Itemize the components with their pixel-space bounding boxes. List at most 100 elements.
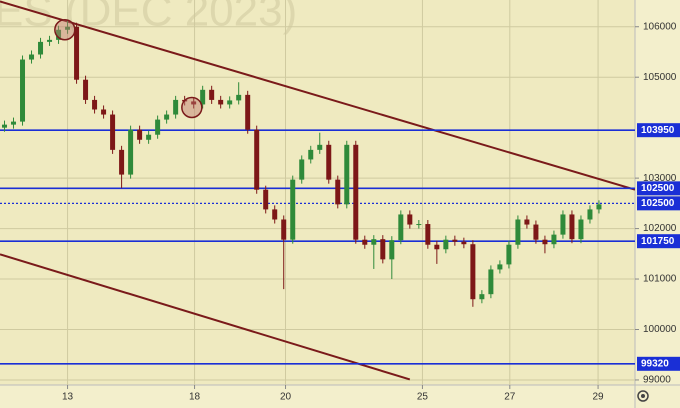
candle-body — [74, 26, 80, 80]
y-tick-label: 99000 — [643, 375, 671, 386]
candle-body — [371, 239, 377, 245]
candle-body — [497, 264, 503, 270]
candle-body — [218, 99, 224, 105]
settings-icon[interactable] — [637, 390, 649, 402]
candle-body — [542, 239, 548, 245]
candle-body — [524, 219, 530, 225]
last-price-tag — [637, 196, 680, 211]
series-layer — [0, 0, 635, 385]
candle-body — [209, 89, 215, 100]
candle-body — [560, 214, 566, 235]
x-tick-label: 20 — [280, 392, 292, 403]
candle-body — [236, 94, 242, 101]
candle-body — [398, 214, 404, 241]
candle-body — [38, 41, 44, 55]
plot-area — [0, 0, 635, 385]
x-tick-label: 29 — [593, 392, 605, 403]
candle-body — [290, 179, 296, 240]
candle-body — [245, 94, 251, 130]
settings-icon-center — [641, 394, 645, 398]
candle-body — [191, 101, 197, 105]
candle-body — [137, 129, 143, 140]
candle-body — [578, 219, 584, 240]
candle-body — [434, 244, 440, 250]
y-tick-label: 105000 — [643, 72, 677, 83]
trendline — [0, 0, 635, 191]
candle-body — [470, 244, 476, 300]
candle-body — [299, 159, 305, 180]
candle-body — [569, 214, 575, 240]
candle-body — [47, 39, 53, 42]
candle-body — [452, 239, 458, 242]
candle-body — [128, 129, 134, 175]
y-tick-label: 100000 — [643, 324, 677, 335]
candle-body — [389, 240, 395, 260]
candle-body — [164, 114, 170, 120]
axis-layer: 106000 105000 103000 102000 101000 100000 9900… — [62, 21, 680, 403]
candle-body — [227, 100, 233, 105]
level-label: 102500 — [641, 183, 675, 194]
candle-body — [425, 224, 431, 245]
level-label: 101750 — [641, 236, 675, 247]
candle-body — [317, 144, 323, 150]
candle-body — [344, 144, 350, 205]
last-price-label: 102500 — [641, 198, 675, 209]
highlight-marker — [54, 19, 76, 41]
time-axis — [0, 385, 635, 408]
level-tag — [637, 123, 680, 138]
candle-body — [173, 99, 179, 115]
candle-body — [551, 234, 557, 245]
highlight-marker — [181, 96, 203, 119]
candle-body — [20, 59, 26, 122]
candle-body — [416, 224, 422, 226]
y-tick-label: 103000 — [643, 173, 677, 184]
x-tick-label: 18 — [189, 392, 201, 403]
x-tick-label: 25 — [417, 392, 429, 403]
x-tick-label: 13 — [62, 392, 74, 403]
candle-body — [65, 26, 71, 30]
y-tick-label: 106000 — [643, 21, 677, 32]
level-label: 99320 — [641, 358, 669, 369]
candle-body — [101, 109, 107, 115]
candle-body — [479, 294, 485, 300]
candle-body — [11, 121, 17, 125]
candle-body — [362, 239, 368, 245]
level-tag — [637, 356, 680, 371]
candle-body — [506, 244, 512, 265]
candle-body — [353, 144, 359, 240]
candle-body — [2, 124, 8, 128]
x-tick-label: 27 — [504, 392, 516, 403]
candle-body — [515, 219, 521, 245]
candle-body — [56, 29, 62, 40]
watermark: ES (DEC 2023) — [0, 0, 297, 36]
candle-body — [263, 189, 269, 210]
candle-body — [407, 214, 413, 225]
candle-body — [29, 54, 35, 60]
candle-body — [488, 269, 494, 295]
candle-body — [380, 239, 386, 260]
candle-body — [587, 209, 593, 220]
candle-body — [155, 119, 161, 135]
candle-body — [443, 239, 449, 250]
y-tick-label: 101000 — [643, 274, 677, 285]
candle-body — [272, 209, 278, 220]
trendline — [0, 253, 411, 381]
candle-body — [119, 149, 125, 175]
candle-body — [200, 89, 206, 105]
candle-body — [596, 204, 602, 210]
candle-body — [146, 134, 152, 140]
candle-body — [308, 149, 314, 160]
candle-body — [83, 79, 89, 100]
candle-body — [461, 241, 467, 245]
y-tick-label: 102000 — [643, 223, 677, 234]
candle-body — [335, 179, 341, 205]
candle-body — [92, 99, 98, 110]
level-label: 103950 — [641, 125, 675, 136]
candle-body — [110, 114, 116, 150]
candle-body — [533, 224, 539, 240]
candle-body — [281, 219, 287, 240]
candle-body — [254, 129, 260, 190]
candle-body — [326, 144, 332, 180]
level-tag — [637, 181, 680, 196]
